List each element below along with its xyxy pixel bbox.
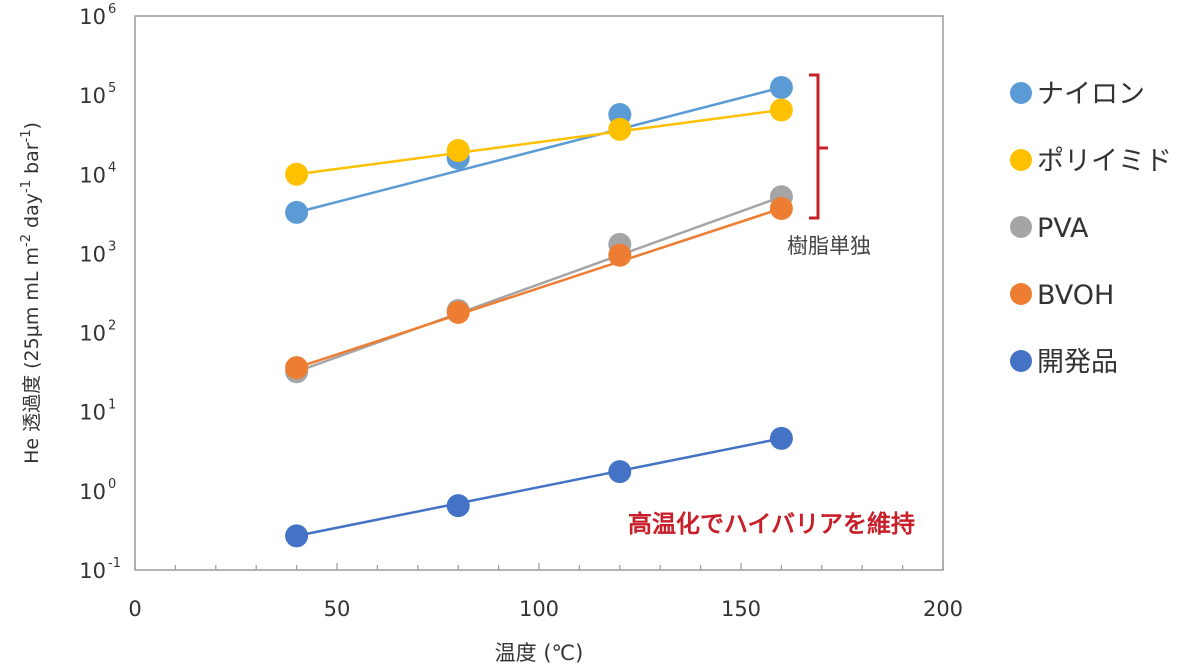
series-2 — [285, 185, 793, 384]
legend-item: 開発品 — [1010, 347, 1118, 378]
data-point — [285, 524, 309, 548]
y-tick-label: 10 — [79, 322, 106, 346]
legend-item: PVA — [1010, 213, 1089, 244]
legend-marker — [1010, 350, 1032, 372]
legend-label: PVA — [1037, 213, 1089, 244]
x-axis-title: 温度 (℃) — [495, 641, 584, 665]
y-tick-exponent: 3 — [108, 239, 116, 254]
legend-item: ポリイミド — [1010, 146, 1172, 177]
x-tick-label: 0 — [128, 597, 141, 621]
y-tick-exponent: 1 — [108, 398, 116, 413]
bracket-label: 樹脂単独 — [787, 234, 871, 258]
data-point — [446, 300, 470, 324]
data-point — [608, 117, 632, 141]
x-tick-label: 100 — [519, 597, 559, 621]
series-line — [296, 207, 782, 369]
legend-label: ポリイミド — [1037, 146, 1172, 177]
y-tick-label: 10 — [79, 163, 106, 187]
resin-bracket — [809, 73, 828, 220]
legend-marker — [1010, 149, 1032, 171]
series-3 — [285, 196, 793, 380]
data-series — [285, 75, 793, 548]
x-tick-label: 50 — [324, 597, 351, 621]
data-point — [285, 356, 309, 380]
y-tick-exponent: 4 — [108, 160, 116, 175]
y-tick-label: 10 — [79, 480, 106, 504]
data-point — [446, 494, 470, 518]
series-1 — [285, 98, 793, 186]
y-tick-exponent: 2 — [108, 319, 116, 334]
x-tick-label: 150 — [721, 597, 761, 621]
data-point — [608, 460, 632, 484]
data-point — [769, 75, 793, 99]
y-tick-label: 10 — [79, 5, 106, 29]
y-tick-exponent: 6 — [108, 2, 116, 17]
x-tick-label: 200 — [923, 597, 963, 621]
legend-marker — [1010, 82, 1032, 104]
annotation-high-temp: 高温化でハイバリアを維持 — [628, 510, 915, 538]
series-line — [296, 195, 782, 373]
legend-item: BVOH — [1010, 280, 1114, 311]
legend-label: 開発品 — [1037, 347, 1118, 378]
data-point — [769, 426, 793, 450]
y-tick-exponent: -1 — [108, 556, 121, 571]
data-point — [285, 162, 309, 186]
legend-label: BVOH — [1037, 280, 1114, 311]
data-point — [769, 196, 793, 220]
series-0 — [285, 75, 793, 224]
data-point — [608, 243, 632, 267]
y-tick-exponent: 5 — [108, 81, 116, 96]
series-4 — [285, 426, 793, 548]
data-point — [446, 138, 470, 162]
series-line — [296, 437, 782, 538]
data-point — [285, 200, 309, 224]
y-tick-label: 10 — [79, 559, 106, 583]
x-axis-ticks: 0 50 100 150 200 — [128, 563, 963, 621]
y-tick-exponent: 0 — [108, 477, 116, 492]
legend-marker — [1010, 216, 1032, 238]
legend-marker — [1010, 283, 1032, 305]
legend-label: ナイロン — [1037, 79, 1145, 110]
y-tick-label: 10 — [79, 84, 106, 108]
data-point — [769, 98, 793, 122]
legend-item: ナイロン — [1010, 79, 1145, 110]
y-tick-label: 10 — [79, 401, 106, 425]
y-tick-label: 10 — [79, 242, 106, 266]
y-axis-title: He 透過度 (25μm mL m-2 day-1 bar-1) — [19, 122, 43, 464]
series-line — [296, 86, 782, 214]
series-line — [296, 108, 782, 176]
